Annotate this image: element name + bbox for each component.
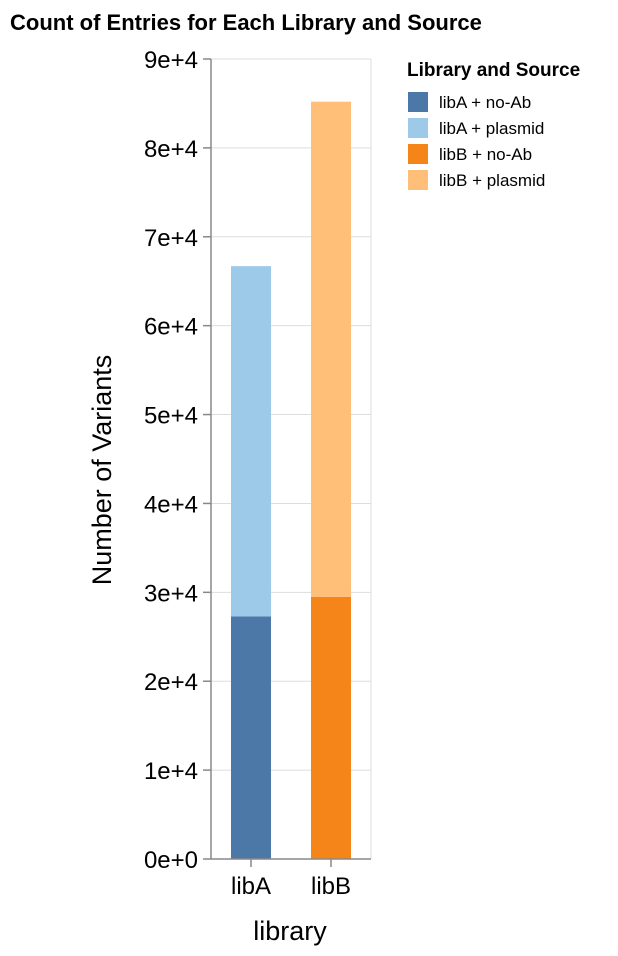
chart-title: Count of Entries for Each Library and So… [10, 10, 482, 35]
bar-libB-libb-plasmid [311, 101, 351, 597]
x-tick-label-libA: libA [231, 873, 271, 900]
legend: Library and Source libA + no-Ab libA + pl… [407, 60, 580, 190]
legend-swatch [408, 170, 428, 190]
legend-label: libA + plasmid [439, 119, 544, 138]
legend-title: Library and Source [407, 60, 580, 81]
y-tick-label: 9e+4 [144, 47, 198, 74]
bar-libB-libb-no-ab [311, 596, 351, 859]
x-axis-title: library [253, 916, 327, 946]
axes: 0e+0 1e+4 2e+4 3e+4 4e+4 5e+4 6e+4 7e+4 8e+4 9e+4… [144, 47, 371, 900]
y-tick-label: 6e+4 [144, 314, 198, 341]
legend-items: libA + no-Ab libA + plasmid libB + no-Ab li… [408, 92, 545, 190]
y-tick-label: 2e+4 [144, 669, 198, 696]
legend-swatch [408, 92, 428, 112]
bars [231, 101, 351, 859]
x-tick-label-libB: libB [311, 873, 351, 900]
legend-label: libB + no-Ab [439, 145, 532, 164]
y-tick-label: 7e+4 [144, 225, 198, 252]
y-tick-label: 3e+4 [144, 580, 198, 607]
y-tick-label: 1e+4 [144, 758, 198, 785]
bar-libA-liba-plasmid [231, 266, 271, 617]
y-tick-label: 8e+4 [144, 136, 198, 163]
y-tick-label: 5e+4 [144, 403, 198, 430]
y-tick-label: 0e+0 [144, 847, 198, 874]
y-axis-title: Number of Variants [87, 355, 117, 586]
legend-label: libA + no-Ab [439, 93, 531, 112]
legend-label: libB + plasmid [439, 171, 545, 190]
legend-swatch [408, 144, 428, 164]
bar-libA-liba-no-ab [231, 616, 271, 859]
legend-swatch [408, 118, 428, 138]
y-tick-label: 4e+4 [144, 491, 198, 518]
